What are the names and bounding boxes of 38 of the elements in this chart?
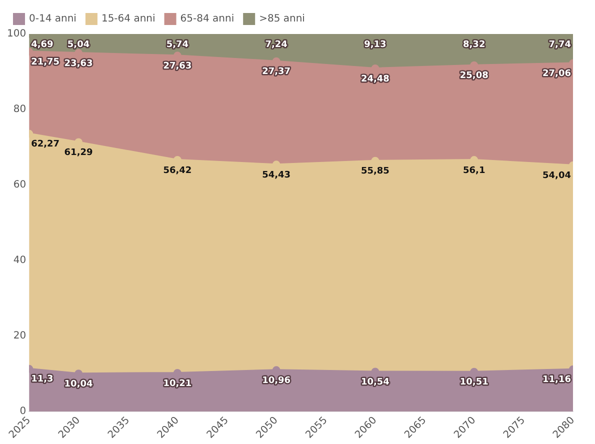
data-label: 27,37 — [262, 67, 291, 78]
legend-label: 0-14 anni — [29, 14, 76, 25]
data-label: 7,24 — [265, 40, 288, 50]
data-label: 5,74 — [166, 40, 189, 50]
data-label: 10,51 — [460, 378, 488, 388]
data-label: 5,04 — [67, 40, 90, 50]
y-tick-label: 40 — [13, 255, 26, 266]
data-label: 10,04 — [64, 379, 93, 390]
data-label: 23,63 — [64, 58, 93, 69]
data-label: 21,75 — [31, 58, 60, 68]
y-tick-label: 80 — [13, 104, 26, 116]
data-label: 8,32 — [462, 40, 486, 50]
y-tick-label: 0 — [20, 406, 26, 418]
data-label: 56,1 — [462, 166, 486, 176]
legend-label: 15-64 anni — [101, 14, 156, 25]
data-label: 9,13 — [364, 40, 386, 50]
legend-label: 65-84 anni — [180, 14, 234, 25]
data-label: 55,85 — [360, 166, 390, 177]
data-label: 56,42 — [163, 166, 192, 176]
data-label: 54,43 — [262, 170, 291, 181]
data-label: 27,63 — [163, 62, 192, 72]
data-label: 7,74 — [548, 40, 572, 50]
data-label: 62,27 — [31, 140, 60, 150]
data-label: 54,04 — [542, 171, 571, 182]
data-label: 24,48 — [360, 74, 390, 84]
y-tick-label: 20 — [13, 330, 26, 342]
data-label: 25,08 — [460, 71, 488, 82]
data-label: 27,06 — [542, 69, 571, 80]
y-tick-label: 100 — [6, 28, 26, 40]
data-label: 10,21 — [163, 378, 192, 389]
data-label: 4,69 — [31, 40, 54, 50]
data-label: 10,96 — [262, 376, 291, 386]
y-tick-label: 60 — [13, 180, 26, 191]
data-label: 11,16 — [542, 375, 571, 386]
data-label: 11,3 — [31, 374, 54, 385]
legend-label: >85 anni — [259, 14, 305, 25]
data-label: 10,54 — [360, 378, 390, 388]
data-label: 61,29 — [64, 148, 93, 158]
